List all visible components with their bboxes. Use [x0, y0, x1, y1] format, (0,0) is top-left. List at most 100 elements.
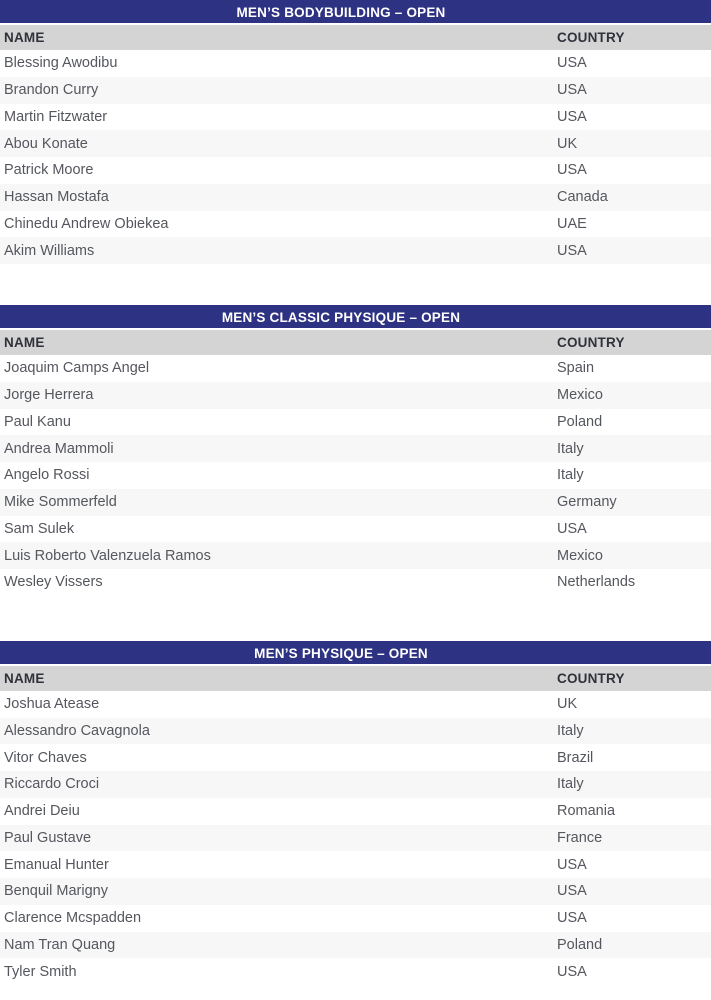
cell-country: USA	[557, 55, 587, 72]
table-row: Patrick Moore USA	[0, 157, 711, 184]
cell-athlete-name: Jorge Herrera	[4, 387, 94, 404]
table-title-bar: MEN’S BODYBUILDING – OPEN	[0, 0, 711, 25]
cell-country: Canada	[557, 189, 608, 206]
table-row: Hassan Mostafa Canada	[0, 183, 711, 211]
table-row: Angelo Rossi Italy	[0, 462, 711, 489]
table-row: Clarence Mcspadden USA	[0, 904, 711, 932]
table-row: Wesley Vissers Netherlands	[0, 569, 711, 596]
cell-country: Brazil	[557, 749, 594, 766]
cell-country: Romania	[557, 803, 616, 820]
cell-athlete-name: Chinedu Andrew Obiekea	[4, 215, 169, 232]
cell-athlete-name: Paul Kanu	[4, 413, 71, 430]
cell-country: Poland	[557, 936, 603, 953]
cell-country: USA	[557, 856, 587, 873]
table-row: Andrei Deiu Romania	[0, 797, 711, 825]
cell-country: UK	[557, 135, 578, 152]
cell-country: Italy	[557, 776, 584, 793]
table-title: MEN’S PHYSIQUE – OPEN	[254, 645, 428, 661]
table-row: Chinedu Andrew Obiekea UAE	[0, 210, 711, 238]
cell-athlete-name: Joaquim Camps Angel	[4, 360, 150, 377]
table-row: Paul Gustave France	[0, 824, 711, 852]
cell-country: USA	[557, 520, 587, 537]
table-body: Blessing Awodibu USA Brandon Curry USA M…	[0, 50, 711, 264]
column-header-country: COUNTRY	[557, 670, 625, 686]
cell-country: USA	[557, 242, 587, 259]
cell-country: France	[557, 829, 603, 846]
cell-country: USA	[557, 963, 587, 980]
table-row: Emanual Hunter USA	[0, 851, 711, 878]
cell-country: Mexico	[557, 547, 603, 564]
cell-athlete-name: Mike Sommerfeld	[4, 494, 117, 511]
table-row: Mike Sommerfeld Germany	[0, 488, 711, 516]
cell-athlete-name: Andrei Deiu	[4, 803, 80, 820]
table-body: Joaquim Camps Angel Spain Jorge Herrera …	[0, 355, 711, 596]
cell-athlete-name: Martin Fitzwater	[4, 108, 108, 125]
table-row: Riccardo Croci Italy	[0, 771, 711, 798]
cell-athlete-name: Akim Williams	[4, 242, 95, 259]
cell-athlete-name: Brandon Curry	[4, 82, 99, 99]
table-row: Brandon Curry USA	[0, 76, 711, 104]
roster-table-physique: MEN’S PHYSIQUE – OPEN NAME COUNTRY Joshu…	[0, 640, 711, 985]
cell-country: USA	[557, 82, 587, 99]
column-header-country: COUNTRY	[557, 335, 625, 350]
table-header-row: NAME COUNTRY	[0, 665, 711, 691]
cell-athlete-name: Blessing Awodibu	[4, 55, 118, 72]
table-body: Joshua Atease UK Alessandro Cavagnola It…	[0, 690, 711, 985]
table-row: Luis Roberto Valenzuela Ramos Mexico	[0, 542, 711, 569]
table-row: Vitor Chaves Brazil	[0, 744, 711, 771]
cell-country: Poland	[557, 413, 603, 430]
table-header-row: NAME COUNTRY	[0, 25, 711, 50]
cell-country: UK	[557, 696, 578, 713]
table-row: Andrea Mammoli Italy	[0, 435, 711, 462]
table-title-bar: MEN’S CLASSIC PHYSIQUE – OPEN	[0, 305, 711, 330]
table-row: Benquil Marigny USA	[0, 878, 711, 905]
cell-country: Italy	[557, 440, 584, 457]
cell-country: Germany	[557, 494, 617, 511]
column-header-name: NAME	[4, 30, 45, 45]
table-row: Abou Konate UK	[0, 130, 711, 157]
table-row: Blessing Awodibu USA	[0, 50, 711, 77]
table-row: Jorge Herrera Mexico	[0, 381, 711, 409]
table-title: MEN’S BODYBUILDING – OPEN	[236, 5, 446, 20]
cell-country: USA	[557, 108, 587, 125]
table-row: Martin Fitzwater USA	[0, 103, 711, 131]
cell-country: USA	[557, 883, 587, 900]
cell-athlete-name: Clarence Mcspadden	[4, 910, 142, 927]
cell-athlete-name: Vitor Chaves	[4, 749, 87, 766]
table-title-bar: MEN’S PHYSIQUE – OPEN	[0, 640, 711, 666]
cell-athlete-name: Joshua Atease	[4, 696, 100, 713]
cell-athlete-name: Andrea Mammoli	[4, 440, 114, 457]
table-row: Joaquim Camps Angel Spain	[0, 355, 711, 382]
table-header-row: NAME COUNTRY	[0, 330, 711, 355]
column-header-country: COUNTRY	[557, 30, 625, 45]
cell-country: Italy	[557, 467, 584, 484]
cell-athlete-name: Benquil Marigny	[4, 883, 108, 900]
cell-athlete-name: Angelo Rossi	[4, 467, 90, 484]
cell-athlete-name: Paul Gustave	[4, 829, 92, 846]
cell-athlete-name: Alessandro Cavagnola	[4, 722, 150, 739]
cell-athlete-name: Hassan Mostafa	[4, 189, 109, 206]
cell-country: Italy	[557, 722, 584, 739]
table-row: Joshua Atease UK	[0, 690, 711, 718]
cell-athlete-name: Abou Konate	[4, 135, 88, 152]
cell-athlete-name: Luis Roberto Valenzuela Ramos	[4, 547, 211, 564]
cell-athlete-name: Wesley Vissers	[4, 574, 103, 591]
cell-country: Netherlands	[557, 574, 636, 591]
cell-country: Spain	[557, 360, 595, 377]
column-header-name: NAME	[4, 670, 45, 686]
cell-country: USA	[557, 162, 587, 179]
cell-athlete-name: Patrick Moore	[4, 162, 94, 179]
table-row: Sam Sulek USA	[0, 515, 711, 543]
cell-country: USA	[557, 910, 587, 927]
table-row: Paul Kanu Poland	[0, 408, 711, 436]
roster-table-classic-physique: MEN’S CLASSIC PHYSIQUE – OPEN NAME COUNT…	[0, 305, 711, 596]
cell-country: Mexico	[557, 387, 603, 404]
cell-athlete-name: Riccardo Croci	[4, 776, 100, 793]
cell-athlete-name: Tyler Smith	[4, 963, 77, 980]
table-row: Akim Williams USA	[0, 237, 711, 264]
column-header-name: NAME	[4, 335, 45, 350]
roster-table-bodybuilding: MEN’S BODYBUILDING – OPEN NAME COUNTRY B…	[0, 0, 711, 264]
table-title: MEN’S CLASSIC PHYSIQUE – OPEN	[221, 310, 461, 325]
cell-country: UAE	[557, 215, 587, 232]
cell-athlete-name: Nam Tran Quang	[4, 936, 116, 953]
